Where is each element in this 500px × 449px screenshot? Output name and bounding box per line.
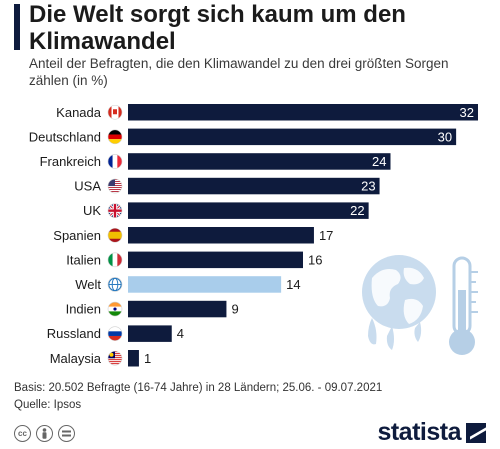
category-label: Welt [75,277,101,292]
value-label: 24 [372,154,386,169]
category-label: Frankreich [40,154,101,169]
value-label: 17 [319,228,333,243]
value-label: 32 [460,105,474,120]
category-label: UK [83,203,101,218]
russia-flag-icon [107,326,123,341]
category-label: Spanien [53,228,101,243]
value-label: 1 [144,351,151,366]
statista-mark-icon [466,422,486,443]
uk-flag-icon [107,203,123,218]
bar [128,300,227,318]
chart-title: Die Welt sorgt sich kaum um den Klimawan… [29,1,406,55]
statista-logo[interactable]: statista [377,418,486,447]
title-accent-bar [14,4,20,50]
germany-flag-icon [107,129,123,145]
bar [128,128,457,146]
chart-subtitle: Anteil der Befragten, die den Klimawande… [29,56,449,88]
value-label: 30 [438,129,452,144]
category-label: Russland [47,326,101,341]
category-label: Deutschland [29,129,101,144]
brand-name: statista [377,418,461,446]
cc-icon[interactable]: cc [14,425,31,442]
category-label: Italien [66,252,101,267]
bar [128,276,282,293]
category-label: USA [74,179,101,194]
footnote-basis: Basis: 20.502 Befragte (16-74 Jahre) in … [14,382,383,394]
bar [128,251,303,269]
by-icon[interactable] [36,425,53,442]
category-label: Kanada [56,105,102,120]
bar [128,153,391,170]
value-label: 22 [350,203,364,218]
value-label: 9 [231,302,238,317]
italy-flag-icon [107,252,123,268]
spain-flag-icon [107,227,123,243]
france-flag-icon [107,154,123,169]
thermometer-illustration [449,256,478,355]
value-label: 4 [177,326,184,341]
bar [128,350,139,367]
license-icons: cc [14,425,75,442]
nd-icon[interactable] [58,425,75,442]
usa-flag-icon [107,178,123,194]
bar [128,177,380,195]
india-flag-icon [107,301,123,317]
bar [128,104,478,121]
value-label: 14 [286,277,300,292]
world-globe-icon [107,277,123,292]
malaysia-flag-icon [107,350,123,366]
globe-illustration [362,255,436,350]
footnote-source: Quelle: Ipsos [14,399,82,411]
canada-flag-icon [107,104,123,120]
bar [128,227,314,244]
climate-illustration [362,255,478,355]
category-label: Indien [66,302,101,317]
bar [128,202,369,219]
value-label: 16 [308,252,322,267]
value-label: 23 [361,179,375,194]
bar [128,325,172,342]
category-label: Malaysia [50,351,102,366]
